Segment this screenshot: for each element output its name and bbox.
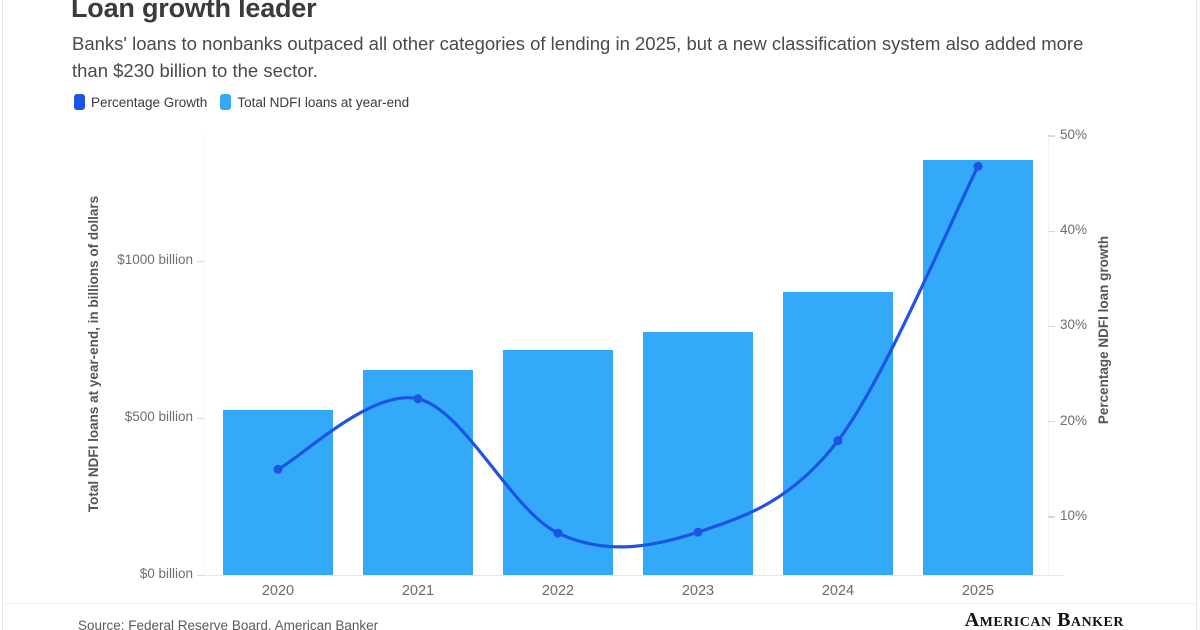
left-tick-label: $500 billion xyxy=(124,409,193,425)
left-tick-mark xyxy=(197,417,204,419)
left-tick-label: $1000 billion xyxy=(117,252,193,268)
growth-point-2023 xyxy=(693,527,703,537)
bar-2024 xyxy=(783,292,893,575)
x-tick-label: 2024 xyxy=(821,583,855,599)
source-note: Source: Federal Reserve Board, American … xyxy=(78,618,379,630)
legend: Percentage Growth Total NDFI loans at yea… xyxy=(74,94,409,110)
left-tick-label: $0 billion xyxy=(139,566,193,581)
right-tick-mark xyxy=(1048,325,1055,328)
bar-2020 xyxy=(223,410,333,575)
x-tick-label: 2022 xyxy=(541,583,575,599)
x-tick-label: 2023 xyxy=(681,583,715,599)
right-tick-label: 40% xyxy=(1060,222,1088,238)
left-axis-title: Total NDFI loans at year-end, in billion… xyxy=(86,195,101,513)
growth-line xyxy=(276,164,980,549)
legend-label: Total NDFI loans at year-end xyxy=(237,94,410,110)
right-tick-label: 20% xyxy=(1060,412,1088,428)
growth-point-2021 xyxy=(413,394,423,404)
american-banker-logo: American Banker xyxy=(964,609,1124,630)
x-tick-label: 2020 xyxy=(261,583,295,599)
card-left-border xyxy=(2,0,3,630)
footer-divider xyxy=(3,603,1196,604)
growth-point-2022 xyxy=(553,528,563,538)
legend-item: Percentage Growth xyxy=(74,94,207,110)
bar-2025 xyxy=(923,159,1033,575)
legend-item: Total NDFI loans at year-end xyxy=(220,94,409,110)
right-tick-mark xyxy=(1048,421,1055,423)
right-tick-label: 10% xyxy=(1060,507,1088,523)
left-tick-mark xyxy=(197,260,204,262)
legend-swatch-icon xyxy=(220,94,232,110)
x-axis-line xyxy=(204,575,1064,576)
plot-right-border xyxy=(1048,133,1049,575)
right-tick-mark xyxy=(1048,516,1055,518)
right-tick-label: 50% xyxy=(1060,126,1088,142)
right-axis-title: Percentage NDFI loan growth xyxy=(1096,235,1111,425)
x-tick-label: 2021 xyxy=(401,583,435,599)
growth-point-2024 xyxy=(833,436,843,446)
right-tick-mark xyxy=(1048,135,1055,137)
plot-left-border xyxy=(204,133,205,575)
x-tick-label: 2025 xyxy=(961,583,995,599)
subtitle: Banks' loans to nonbanks outpaced all ot… xyxy=(72,33,1084,81)
left-tick-mark xyxy=(197,574,204,576)
right-tick-label: 30% xyxy=(1060,317,1088,333)
card-right-border xyxy=(1196,0,1197,630)
right-tick-mark xyxy=(1048,230,1055,232)
legend-label: Percentage Growth xyxy=(91,94,208,110)
growth-point-2020 xyxy=(273,464,283,474)
page-title: Loan growth leader xyxy=(71,0,317,23)
growth-point-2025 xyxy=(973,161,983,171)
legend-swatch-icon xyxy=(74,94,85,110)
